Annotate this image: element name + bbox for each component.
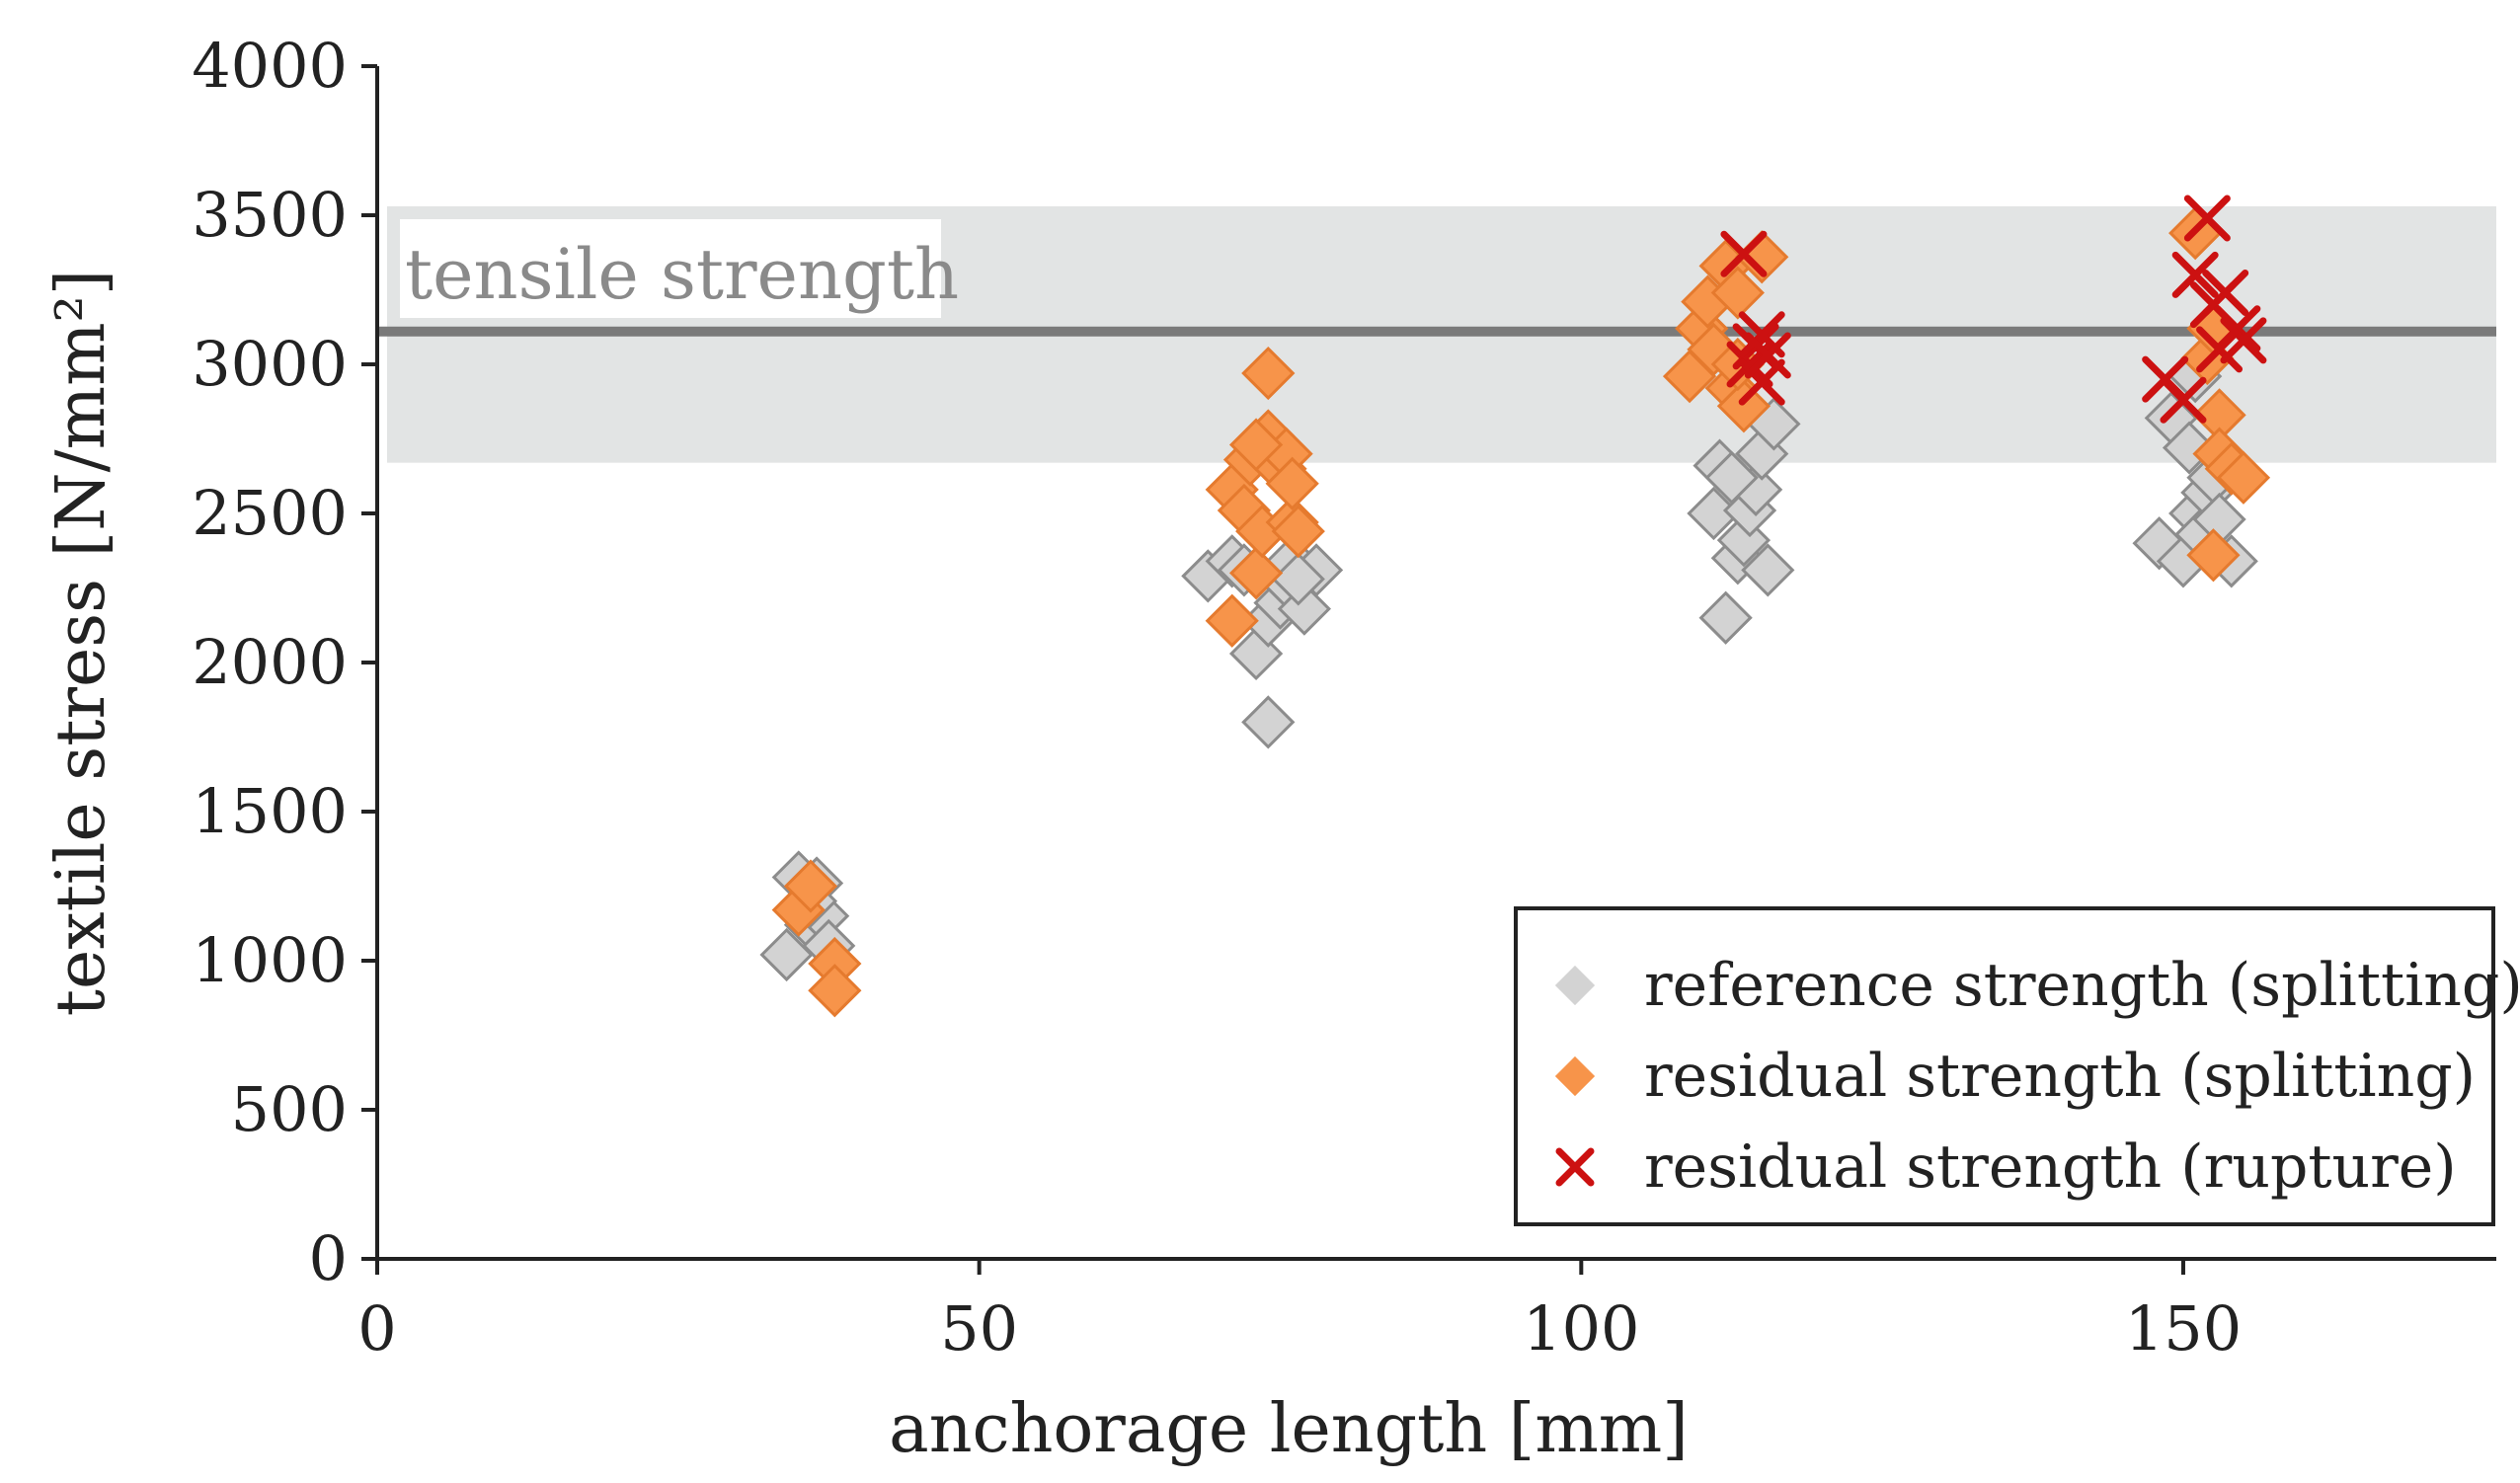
y-tick-label: 2000 [192,626,348,698]
x-tick-label: 50 [940,1292,1018,1365]
y-axis-title: textile stress [N/mm²] [42,270,120,1017]
residual-splitting-point [1271,504,1325,559]
rupture-point [1720,230,1768,277]
reference-point [1271,552,1325,606]
rupture-point [1738,358,1785,406]
rupture-point [2220,317,2267,364]
rupture-point [2214,305,2261,352]
x-axis-title: anchorage length [mm] [889,1390,1689,1468]
residual-splitting-point [808,964,862,1018]
legend-splitting-marker [1554,1055,1596,1097]
residual-splitting-point [783,859,838,913]
series-2 [1720,195,2267,424]
y-tick-label: 3500 [192,179,348,251]
legend-label: reference strength (splitting) [1644,951,2520,1020]
data-points [759,195,2271,1018]
y-tick-label: 1500 [192,775,348,847]
y-tick-label: 4000 [192,30,348,102]
rupture-point [1744,332,1791,379]
labels: 0 500 1000 1500 2000 2500 3000 3500 4000 0 50 100 15… [42,30,2242,1468]
x-tick-label: 100 [1523,1292,1639,1365]
axes [361,64,2496,1275]
rupture-point [2171,251,2219,298]
y-tick-label: 1000 [192,924,348,996]
series-1 [771,205,2271,1018]
y-tick-label: 3000 [192,328,348,400]
legend-label: residual strength (rupture) [1644,1132,2457,1202]
rupture-point [2202,270,2249,317]
legend-label: residual strength (splitting) [1644,1042,2476,1111]
x-tick-label: 0 [357,1292,396,1365]
residual-splitting-point [1265,456,1319,510]
y-tick-label: 0 [309,1222,348,1294]
legend-box [1514,906,2495,1226]
tensile-strength-label-background [400,219,941,318]
x-tick-label: 150 [2125,1292,2242,1365]
legend-reference-marker [1554,965,1596,1006]
y-tick-label: 500 [231,1073,348,1145]
tensile-strength-band: tensile strength [377,205,2496,463]
residual-splitting-point [2186,528,2241,583]
legend: reference strength (splitting) residual s… [1514,906,2520,1226]
reference-point [1698,590,1753,645]
residual-splitting-point [1241,346,1296,401]
rupture-point [2160,376,2207,424]
residual-splitting-point [1710,266,1765,320]
rupture-point [2183,195,2231,242]
reference-point [1716,513,1772,568]
y-tick-label: 2500 [192,477,348,549]
reference-point [1241,695,1296,749]
residual-splitting-point [1205,593,1259,648]
reference-point [1741,543,1795,597]
residual-splitting-point [1228,546,1284,600]
reference-point [1704,450,1759,505]
residual-splitting-point [1228,418,1284,472]
residual-splitting-point [2216,450,2271,505]
legend-rupture-marker [1555,1147,1595,1187]
residual-splitting-point [1716,379,1772,433]
tensile-strength-label: tensile strength [405,234,959,315]
